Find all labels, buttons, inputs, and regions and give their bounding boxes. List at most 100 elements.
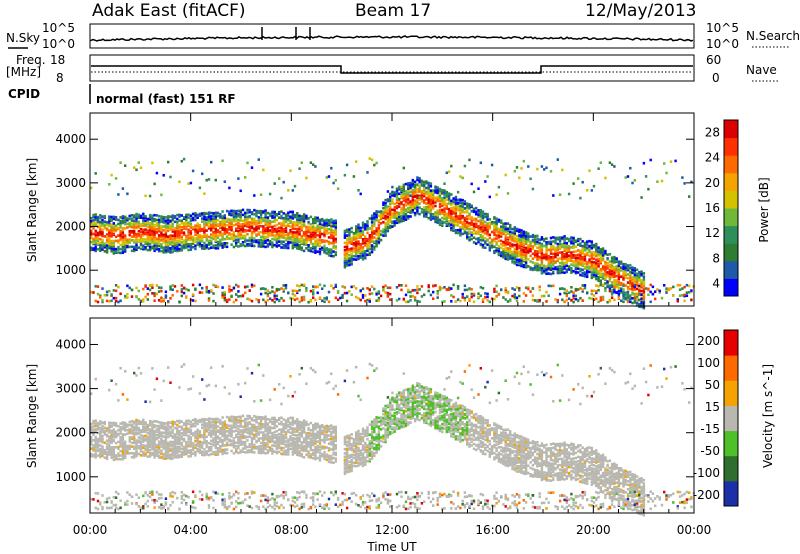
- data-cell: [334, 228, 337, 231]
- data-cell: [103, 220, 106, 223]
- data-cell: [504, 225, 507, 228]
- colorbar-tick: 12: [705, 226, 720, 240]
- data-cell: [490, 230, 494, 234]
- data-cell: [119, 458, 122, 461]
- data-cell: [545, 268, 548, 271]
- data-cell: [133, 431, 136, 435]
- data-cell: [638, 277, 641, 281]
- data-cell: [121, 240, 125, 244]
- data-cell: [382, 212, 385, 216]
- data-cell: [454, 220, 458, 224]
- data-cell: [334, 245, 337, 248]
- freq-label: Freq.: [16, 53, 46, 67]
- data-cell: [103, 429, 106, 433]
- data-cell: [300, 239, 303, 242]
- data-cell: [178, 225, 181, 228]
- data-cell: [438, 205, 442, 209]
- data-cell: [633, 280, 636, 284]
- data-cell: [398, 284, 401, 287]
- data-cell: [153, 450, 156, 454]
- data-cell: [194, 230, 197, 233]
- data-cell: [579, 267, 582, 271]
- data-cell: [418, 212, 421, 216]
- data-cell: [626, 295, 630, 298]
- data-cell: [450, 209, 453, 213]
- data-cell: [262, 210, 265, 213]
- data-cell: [284, 229, 288, 232]
- data-cell: [146, 232, 149, 236]
- data-cell: [305, 217, 308, 221]
- data-cell: [137, 436, 140, 439]
- data-cell: [463, 228, 467, 231]
- data-cell: [289, 169, 292, 172]
- data-cell: [121, 221, 125, 225]
- data-cell: [438, 211, 442, 214]
- data-cell: [479, 227, 482, 231]
- data-cell: [506, 291, 510, 295]
- data-cell: [472, 222, 476, 226]
- data-cell: [259, 287, 263, 291]
- data-cell: [436, 213, 439, 217]
- data-cell: [316, 234, 319, 237]
- data-cell: [642, 297, 646, 301]
- data-cell: [264, 241, 267, 244]
- data-cell: [325, 176, 328, 179]
- data-cell: [436, 186, 439, 189]
- data-cell: [570, 251, 573, 254]
- data-cell: [162, 447, 165, 450]
- data-cell: [291, 212, 294, 216]
- data-cell: [155, 230, 159, 234]
- data-cell: [450, 294, 453, 297]
- data-cell: [350, 236, 353, 240]
- data-cell: [139, 442, 143, 445]
- data-cell: [389, 213, 392, 216]
- data-cell: [350, 252, 353, 255]
- data-cell: [447, 220, 451, 223]
- data-cell: [361, 248, 365, 251]
- data-cell: [178, 219, 181, 222]
- data-cell: [205, 223, 208, 227]
- data-cell: [133, 227, 136, 230]
- data-cell: [142, 246, 145, 249]
- data-cell: [160, 445, 163, 448]
- data-cell: [527, 244, 530, 247]
- data-cell: [137, 298, 140, 301]
- data-cell: [298, 167, 301, 170]
- data-cell: [101, 421, 104, 424]
- data-cell: [296, 227, 299, 231]
- data-cell: [157, 446, 161, 449]
- data-cell: [452, 283, 455, 287]
- data-cell: [105, 239, 109, 242]
- data-cell: [549, 250, 553, 254]
- data-cell: [137, 419, 140, 423]
- data-cell: [357, 189, 360, 192]
- data-cell: [468, 236, 471, 239]
- data-cell: [244, 218, 247, 221]
- data-cell: [198, 283, 202, 287]
- data-cell: [493, 221, 496, 224]
- data-cell: [567, 244, 571, 248]
- data-cell: [94, 441, 97, 445]
- data-cell: [466, 225, 469, 229]
- data-cell: [114, 422, 118, 425]
- data-cell: [586, 253, 589, 256]
- data-cell: [540, 270, 544, 273]
- data-cell: [660, 296, 664, 300]
- data-cell: [126, 503, 129, 506]
- data-cell: [434, 187, 437, 190]
- data-cell: [316, 227, 319, 231]
- data-cell: [142, 247, 145, 251]
- data-cell: [128, 447, 131, 451]
- data-cell: [420, 195, 424, 199]
- data-cell: [577, 249, 580, 252]
- data-cell: [579, 251, 582, 255]
- data-cell: [126, 296, 129, 299]
- data-cell: [110, 449, 113, 453]
- data-cell: [212, 233, 215, 236]
- data-cell: [466, 209, 469, 212]
- data-cell: [504, 243, 507, 247]
- data-cell: [624, 266, 627, 269]
- data-cell: [244, 291, 247, 295]
- data-cell: [309, 299, 313, 302]
- data-cell: [176, 456, 179, 459]
